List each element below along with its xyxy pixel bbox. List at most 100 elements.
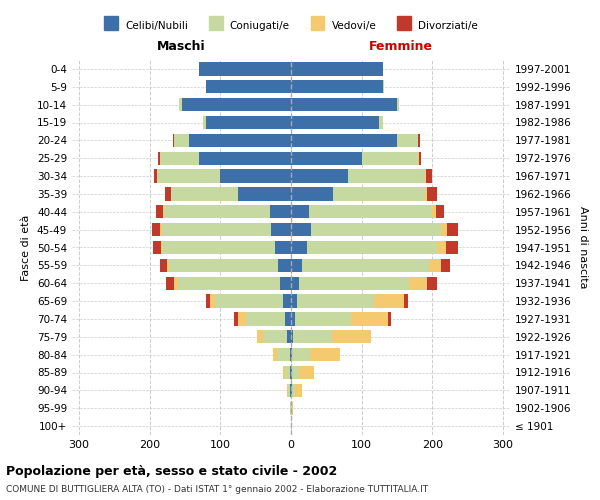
- Bar: [206, 80, 291, 94]
- Bar: [291, 366, 292, 379]
- Bar: [164, 205, 270, 218]
- Bar: [165, 187, 171, 200]
- Bar: [291, 348, 292, 362]
- Bar: [292, 348, 310, 362]
- Bar: [206, 116, 291, 129]
- Bar: [215, 294, 283, 308]
- Bar: [308, 205, 432, 218]
- Bar: [351, 312, 388, 326]
- Bar: [310, 348, 340, 362]
- Bar: [160, 258, 167, 272]
- Bar: [436, 205, 444, 218]
- Bar: [425, 187, 427, 200]
- Bar: [220, 170, 291, 183]
- Bar: [397, 98, 399, 112]
- Bar: [291, 223, 311, 236]
- Bar: [283, 294, 291, 308]
- Bar: [158, 152, 160, 165]
- Bar: [199, 152, 291, 165]
- Bar: [427, 276, 437, 290]
- Bar: [287, 330, 291, 344]
- Bar: [283, 366, 284, 379]
- Bar: [426, 170, 431, 183]
- Bar: [290, 366, 291, 379]
- Bar: [291, 330, 293, 344]
- Bar: [286, 312, 291, 326]
- Bar: [311, 223, 442, 236]
- Bar: [292, 366, 299, 379]
- Bar: [292, 384, 295, 397]
- Bar: [257, 330, 263, 344]
- Bar: [175, 276, 178, 290]
- Bar: [171, 187, 238, 200]
- Text: Maschi: Maschi: [157, 40, 206, 53]
- Bar: [161, 241, 163, 254]
- Bar: [295, 312, 351, 326]
- Bar: [362, 152, 418, 165]
- Bar: [397, 134, 418, 147]
- Bar: [290, 348, 291, 362]
- Bar: [332, 330, 371, 344]
- Bar: [291, 98, 397, 112]
- Bar: [347, 170, 425, 183]
- Bar: [179, 98, 182, 112]
- Bar: [152, 241, 161, 254]
- Bar: [280, 276, 291, 290]
- Bar: [210, 294, 215, 308]
- Bar: [156, 205, 163, 218]
- Bar: [270, 205, 291, 218]
- Legend: Celibi/Nubili, Coniugati/e, Vedovi/e, Divorziati/e: Celibi/Nubili, Coniugati/e, Vedovi/e, Di…: [100, 16, 482, 35]
- Bar: [291, 134, 397, 147]
- Bar: [429, 258, 442, 272]
- Bar: [379, 116, 383, 129]
- Bar: [199, 62, 291, 76]
- Bar: [291, 312, 295, 326]
- Bar: [409, 276, 427, 290]
- Bar: [160, 223, 162, 236]
- Bar: [334, 187, 425, 200]
- Bar: [178, 276, 280, 290]
- Bar: [175, 134, 188, 147]
- Bar: [419, 152, 421, 165]
- Bar: [291, 62, 383, 76]
- Bar: [247, 312, 286, 326]
- Bar: [425, 170, 426, 183]
- Bar: [442, 258, 450, 272]
- Bar: [291, 384, 292, 397]
- Bar: [154, 170, 157, 183]
- Bar: [293, 330, 332, 344]
- Bar: [182, 98, 291, 112]
- Bar: [157, 170, 220, 183]
- Bar: [274, 348, 277, 362]
- Bar: [288, 384, 290, 397]
- Bar: [235, 312, 238, 326]
- Bar: [275, 241, 291, 254]
- Bar: [295, 384, 302, 397]
- Text: Popolazione per età, sesso e stato civile - 2002: Popolazione per età, sesso e stato civil…: [6, 465, 337, 478]
- Bar: [388, 312, 391, 326]
- Bar: [278, 258, 291, 272]
- Bar: [263, 330, 287, 344]
- Bar: [291, 170, 347, 183]
- Bar: [442, 223, 447, 236]
- Bar: [166, 276, 175, 290]
- Bar: [291, 402, 292, 415]
- Bar: [307, 241, 437, 254]
- Bar: [169, 258, 278, 272]
- Bar: [291, 258, 302, 272]
- Bar: [277, 348, 290, 362]
- Bar: [163, 241, 275, 254]
- Bar: [291, 294, 296, 308]
- Bar: [152, 223, 160, 236]
- Bar: [302, 258, 429, 272]
- Bar: [271, 223, 291, 236]
- Bar: [446, 241, 458, 254]
- Bar: [418, 152, 419, 165]
- Bar: [173, 134, 175, 147]
- Bar: [299, 366, 314, 379]
- Bar: [287, 384, 288, 397]
- Bar: [291, 241, 307, 254]
- Y-axis label: Anni di nascita: Anni di nascita: [578, 206, 588, 289]
- Bar: [284, 366, 290, 379]
- Bar: [432, 205, 436, 218]
